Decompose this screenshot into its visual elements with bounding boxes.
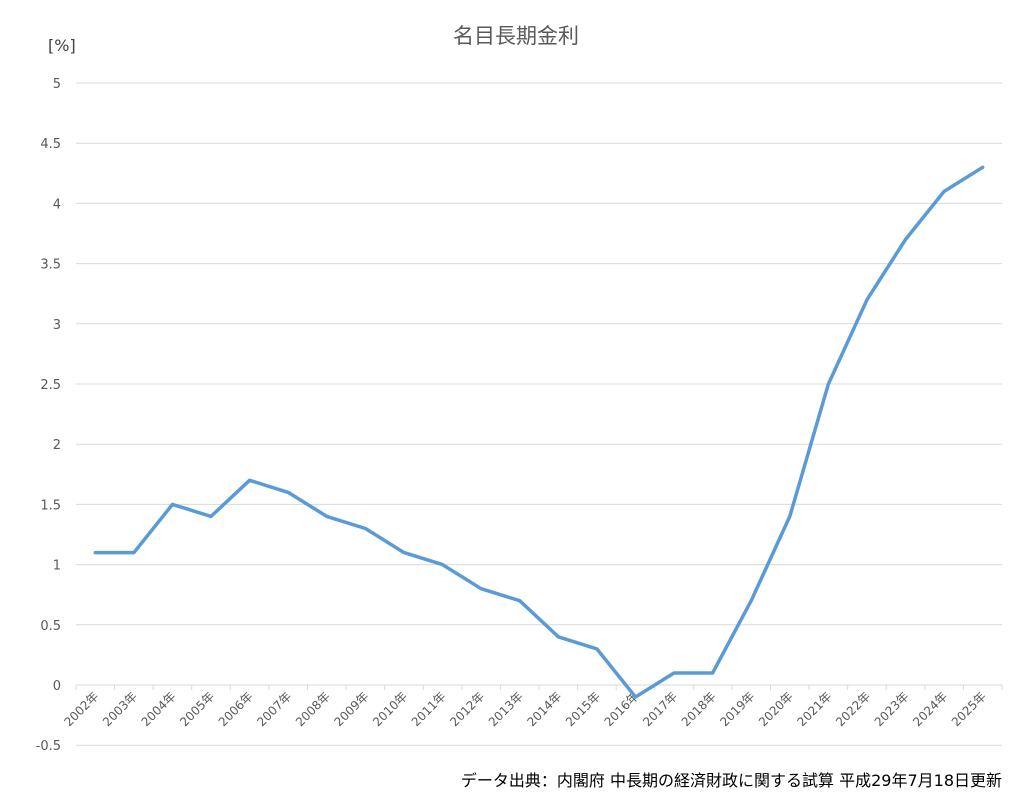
x-tick-label: 2010年	[370, 689, 410, 729]
x-tick-label: 2024年	[910, 689, 950, 729]
x-tick-label: 2015年	[563, 689, 603, 729]
x-tick-label: 2007年	[254, 689, 294, 729]
x-tick-label: 2021年	[795, 689, 835, 729]
y-tick-label: 1	[53, 559, 61, 574]
y-tick-label: -0.5	[36, 739, 61, 754]
x-tick-label: 2022年	[833, 689, 873, 729]
y-tick-label: 4.5	[40, 137, 61, 152]
x-tick-label: 2019年	[717, 689, 757, 729]
y-tick-label: 5	[53, 77, 61, 92]
x-tick-label: 2014年	[524, 689, 564, 729]
x-tick-label: 2012年	[447, 689, 487, 729]
y-tick-label: 2	[53, 438, 61, 453]
y-tick-label: 2.5	[40, 378, 61, 393]
x-tick-label: 2018年	[679, 689, 719, 729]
y-tick-label: 3	[53, 318, 61, 333]
x-tick-label: 2023年	[872, 689, 912, 729]
y-axis-unit-label: [%]	[48, 36, 76, 55]
x-tick-label: 2003年	[100, 689, 140, 729]
y-tick-label: 0	[53, 679, 61, 694]
y-tick-label: 0.5	[40, 619, 61, 634]
series-line	[93, 165, 985, 699]
chart-title: 名目長期金利	[453, 24, 579, 48]
y-tick-label: 1.5	[40, 498, 61, 513]
x-tick-label: 2013年	[486, 689, 526, 729]
x-tick-label: 2008年	[293, 689, 333, 729]
x-tick-label: 2005年	[177, 689, 217, 729]
y-tick-label: 3.5	[40, 258, 61, 273]
x-tick-label: 2020年	[756, 689, 796, 729]
x-tick-label: 2025年	[949, 689, 989, 729]
x-tick-label: 2006年	[216, 689, 256, 729]
x-tick-label: 2009年	[332, 689, 372, 729]
x-tick-label: 2002年	[61, 689, 101, 729]
x-tick-label: 2004年	[139, 689, 179, 729]
x-tick-label: 2017年	[640, 689, 680, 729]
x-tick-label: 2011年	[409, 689, 449, 729]
y-tick-label: 4	[53, 197, 61, 212]
data-source-note: データ出典：内閣府 中長期の経済財政に関する試算 平成29年7月18日更新	[460, 771, 1002, 790]
